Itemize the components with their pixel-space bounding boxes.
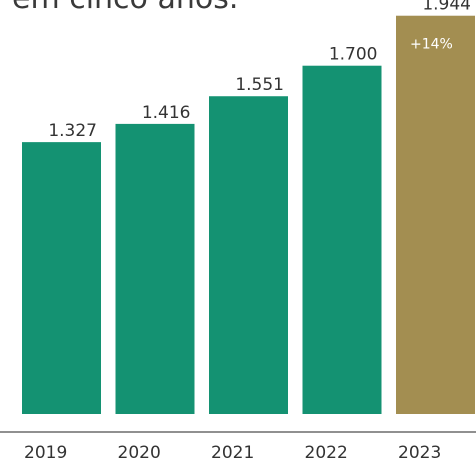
- growth-annotation: +14%: [410, 37, 453, 53]
- bars-group: 1.327 1.416 1.551 1.700 1.944 +14%: [22, 0, 475, 415]
- x-tick-label-2020: 2020: [118, 443, 161, 463]
- x-tick-label-2023: 2023: [398, 443, 441, 463]
- x-tick-label-2021: 2021: [211, 443, 254, 463]
- value-label-2022: 1.700: [329, 45, 378, 65]
- bar-2021: [209, 96, 288, 415]
- bar-2022: [302, 65, 382, 415]
- x-tick-label-2022: 2022: [305, 443, 348, 463]
- value-label-2021: 1.551: [235, 75, 284, 95]
- x-tick-label-2019: 2019: [24, 443, 67, 463]
- value-label-2020: 1.416: [142, 103, 191, 123]
- bar-2020: [115, 123, 195, 414]
- bar-2019: [22, 142, 101, 414]
- x-ticks-group: 2019 2020 2021 2022 2023: [24, 443, 441, 463]
- value-label-2019: 1.327: [48, 121, 97, 141]
- chart-title: em cinco anos.: [12, 0, 238, 16]
- bar-2023: [396, 15, 475, 415]
- value-label-2023: 1.944: [422, 0, 471, 15]
